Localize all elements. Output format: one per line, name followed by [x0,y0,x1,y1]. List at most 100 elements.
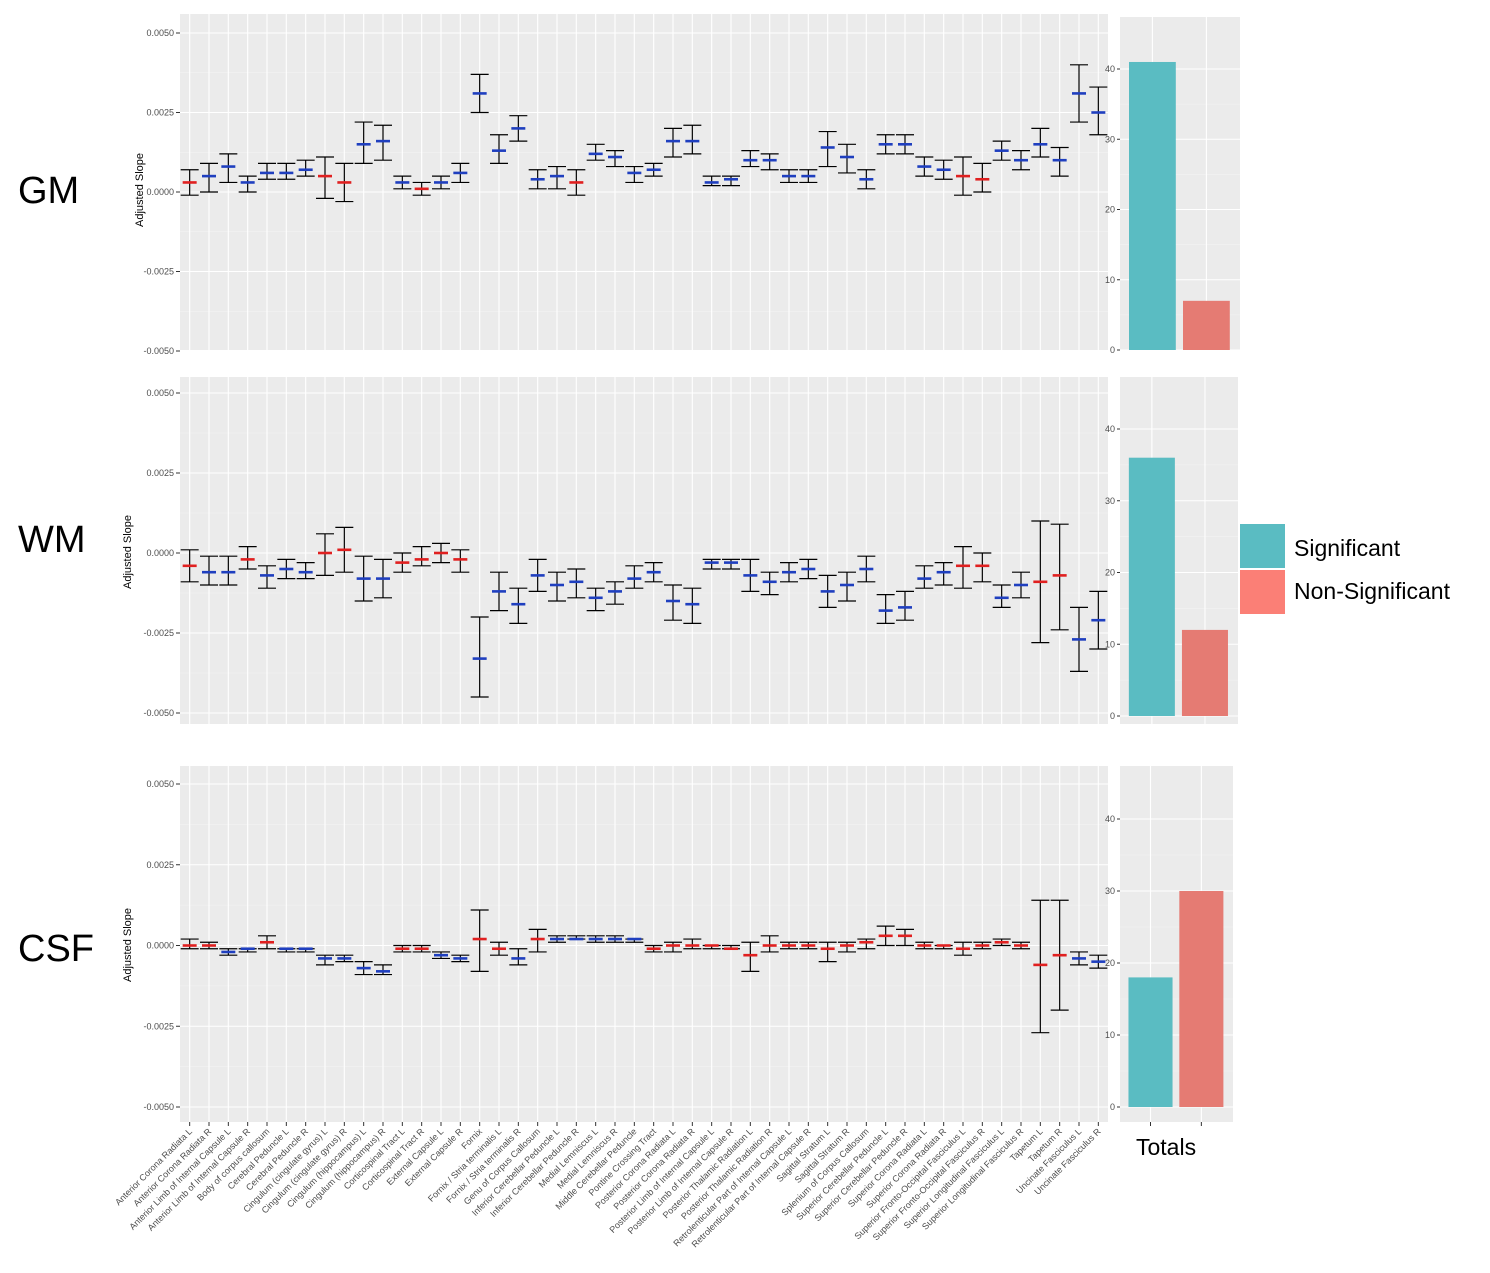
gm-errorbar [219,153,238,184]
wm-errorbar [432,542,450,564]
csf-totals-y-tick-label: 20 [1105,958,1115,968]
row-label-csf: CSF [18,928,94,970]
legend-key-significant [1240,524,1285,568]
gm-errorbar [683,124,702,155]
csf-errorbar [490,941,508,956]
wm-errorbar [586,587,605,612]
csf-totals-y-tick-label: 40 [1105,814,1115,824]
wm-errorbar [296,561,315,580]
csf-errorbar [799,941,818,950]
csf-y-tick-label: 0.0025 [146,860,174,870]
wm-totals-y-tick-label: 40 [1105,424,1115,434]
csf-errorbar [277,947,296,953]
row-label-wm: WM [18,519,86,561]
wm-totals-y-tick-label: 0 [1110,711,1115,721]
gm-y-tick-label: -0.0050 [143,346,174,356]
gm-errorbar [934,159,953,180]
gm-totals-y-tick-label: 0 [1110,345,1115,355]
gm-errorbar [432,175,450,190]
wm-y-tick-label: 0.0025 [146,468,174,478]
wm-errorbar [760,571,779,596]
csf-panel-background [180,766,1108,1122]
csf-errorbar [702,944,721,950]
wm-bar-non-significant [1181,629,1228,716]
y-axis-title-csf: Adjusted Slope [122,908,134,982]
gm-errorbar [954,156,972,196]
wm-errorbar [277,558,296,580]
csf-errorbar [934,944,953,950]
wm-errorbar [973,552,992,583]
gm-totals-y-tick-label: 40 [1105,64,1115,74]
wm-errorbar [1070,606,1088,673]
gm-errorbar [548,165,566,190]
wm-errorbar [934,561,953,586]
csf-errorbar [857,938,876,950]
gm-errorbar [335,162,354,203]
wm-errorbar [896,590,914,621]
gm-errorbar [509,115,528,142]
gm-bar-non-significant [1183,300,1230,350]
wm-errorbar [335,526,354,573]
csf-errorbar [838,941,856,953]
wm-errorbar [393,552,412,573]
wm-errorbar [180,549,199,583]
gm-y-tick-label: 0.0050 [146,28,174,38]
wm-errorbar [722,558,740,570]
row-label-gm: GM [18,170,79,212]
gm-totals-y-tick-label: 20 [1105,205,1115,215]
gm-errorbar [857,169,876,190]
gm-errorbar [296,159,315,177]
wm-errorbar [780,561,798,583]
wm-errorbar [490,571,508,612]
csf-errorbar [741,941,760,972]
wm-errorbar [354,555,373,602]
csf-bar-non-significant [1179,891,1224,1107]
csf-errorbar [818,941,837,963]
gm-errorbar [277,162,296,180]
csf-totals-panel: 40 30 20 10 0 [1105,766,1233,1126]
csf-errorbar [470,909,489,972]
gm-errorbar [973,162,992,193]
csf-errorbar [1031,899,1050,1034]
csf-errorbar [432,951,450,960]
gm-errorbar [180,169,199,196]
gm-errorbar [354,121,373,164]
wm-errorbar [316,533,334,577]
wm-errorbar [992,584,1011,609]
wm-errorbar [644,561,663,583]
csf-errorbar [992,938,1011,947]
wm-errorbar [954,545,972,589]
csf-errorbar [606,935,624,943]
wm-errorbar [857,555,876,583]
csf-totals-y-tick-label: 30 [1105,886,1115,896]
wm-y-tick-label: 0.0050 [146,388,174,398]
csf-errorbar [683,938,702,950]
gm-errorbar [412,181,431,196]
csf-errorbar [915,941,934,950]
wm-y-tick-label: 0.0000 [146,548,174,558]
wm-errorbar [219,555,238,586]
gm-errorbar [374,124,392,161]
csf-errorbar [354,961,373,976]
csf-errorbar [180,938,199,950]
csf-totals-y-tick-label: 10 [1105,1030,1115,1040]
gm-errorbar [316,156,334,199]
wm-errorbar [876,593,895,625]
wm-errorbar [374,558,392,599]
gm-bar-significant [1129,61,1176,350]
gm-errorbar [393,175,412,190]
gm-y-tick-label: 0.0000 [146,187,174,197]
gm-errorbar [200,162,218,193]
csf-errorbar [548,935,566,943]
gm-errorbar [567,169,586,196]
gm-errorbar [490,134,508,164]
gm-errorbar [258,162,276,180]
gm-panel-background [180,14,1108,350]
csf-errorbar [1070,951,1088,966]
gm-errorbar [1070,64,1088,123]
csf-errorbar [509,948,528,966]
gm-errorbar [606,150,624,168]
wm-errorbar [258,565,276,589]
gm-errorbar [780,169,798,184]
